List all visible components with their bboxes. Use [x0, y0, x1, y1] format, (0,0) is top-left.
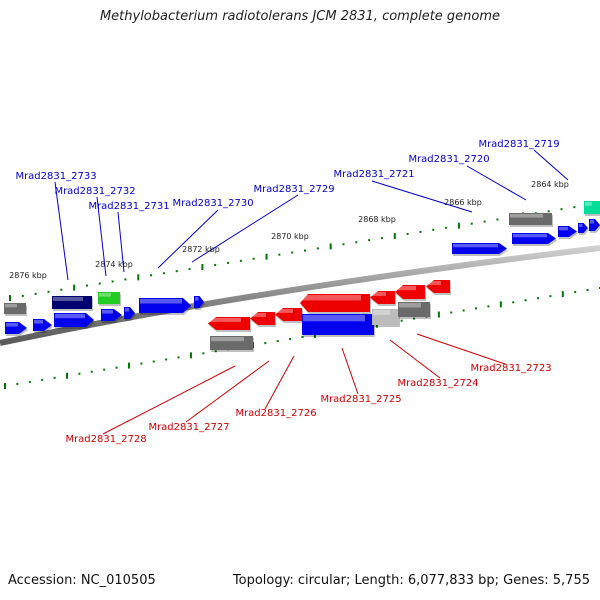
leader-line: [117, 211, 125, 273]
forward-gene-label: Mrad2831_2730: [172, 198, 253, 209]
forward-gene-label: Mrad2831_2731: [88, 201, 169, 212]
forward-gene: [139, 298, 192, 315]
scale-label: 2870 kbp: [271, 232, 309, 241]
leader-line: [533, 149, 569, 181]
leader-line: [466, 165, 527, 201]
reverse-gene: [370, 291, 396, 306]
reverse-gene-label: Mrad2831_2725: [320, 394, 401, 405]
reverse-gene: [426, 280, 451, 295]
gray-feature: [4, 303, 27, 316]
forward-gene-label: Mrad2831_2721: [333, 169, 414, 180]
leader-line: [157, 209, 219, 269]
navy-feature: [52, 296, 93, 311]
teal-feature: [584, 201, 600, 216]
map-title: Methylobacterium radiotolerans JCM 2831,…: [99, 9, 501, 24]
reverse-gene-label: Mrad2831_2726: [235, 408, 316, 419]
leader-line: [371, 180, 473, 213]
leader-line: [102, 365, 236, 435]
gray-feature: [398, 302, 431, 319]
leader-line: [54, 181, 69, 281]
leader-line: [264, 355, 295, 410]
light-gray-feature: [372, 309, 400, 327]
reverse-gene: [275, 308, 303, 323]
forward-gene: [512, 233, 557, 246]
accession-text: Accession: NC_010505: [8, 573, 156, 588]
scale-label: 2872 kbp: [182, 245, 220, 254]
reverse-gene: [250, 312, 276, 327]
forward-gene: [589, 219, 600, 233]
reverse-gene-label: Mrad2831_2723: [470, 363, 551, 374]
leader-line: [416, 333, 506, 365]
forward-gene: [578, 223, 589, 235]
forward-gene-label: Mrad2831_2732: [54, 186, 135, 197]
gray-feature: [509, 213, 553, 227]
leader-line: [185, 360, 270, 423]
gene-features: [4, 201, 600, 352]
scale-label: 2874 kbp: [95, 260, 133, 269]
forward-gene-label: Mrad2831_2720: [408, 154, 489, 165]
reverse-gene: [395, 285, 426, 301]
reverse-gene: [208, 317, 251, 332]
reverse-gene: [300, 294, 371, 314]
reverse-gene-label: Mrad2831_2728: [65, 434, 146, 445]
label-leader-lines: [54, 149, 569, 435]
scale-label: 2868 kbp: [358, 215, 396, 224]
leader-line: [389, 339, 441, 379]
leader-line: [341, 347, 359, 395]
scale-label: 2876 kbp: [9, 271, 47, 280]
green-feature: [98, 292, 121, 306]
scale-label: 2864 kbp: [531, 180, 569, 189]
forward-gene: [101, 309, 123, 323]
forward-gene-label: Mrad2831_2729: [253, 184, 334, 195]
scale-labels: 2876 kbp 2874 kbp 2872 kbp 2870 kbp 2868 kbp…: [9, 180, 569, 280]
scale-label: 2866 kbp: [444, 198, 482, 207]
leader-line: [191, 194, 299, 263]
forward-gene: [452, 243, 508, 256]
forward-gene: [302, 314, 375, 337]
forward-gene: [558, 226, 578, 239]
reverse-gene-label: Mrad2831_2724: [397, 378, 478, 389]
forward-gene: [5, 322, 28, 336]
forward-gene: [33, 319, 53, 333]
forward-gene-label: Mrad2831_2733: [15, 171, 96, 182]
forward-gene: [124, 307, 136, 321]
forward-gene: [54, 313, 95, 329]
genome-summary-text: Topology: circular; Length: 6,077,833 bp…: [232, 573, 590, 588]
reverse-gene-label: Mrad2831_2727: [148, 422, 229, 433]
gray-feature: [210, 336, 254, 352]
genome-backbone: [0, 245, 600, 346]
forward-gene: [194, 296, 205, 310]
leader-line: [96, 196, 107, 277]
forward-gene-label: Mrad2831_2719: [478, 139, 559, 150]
